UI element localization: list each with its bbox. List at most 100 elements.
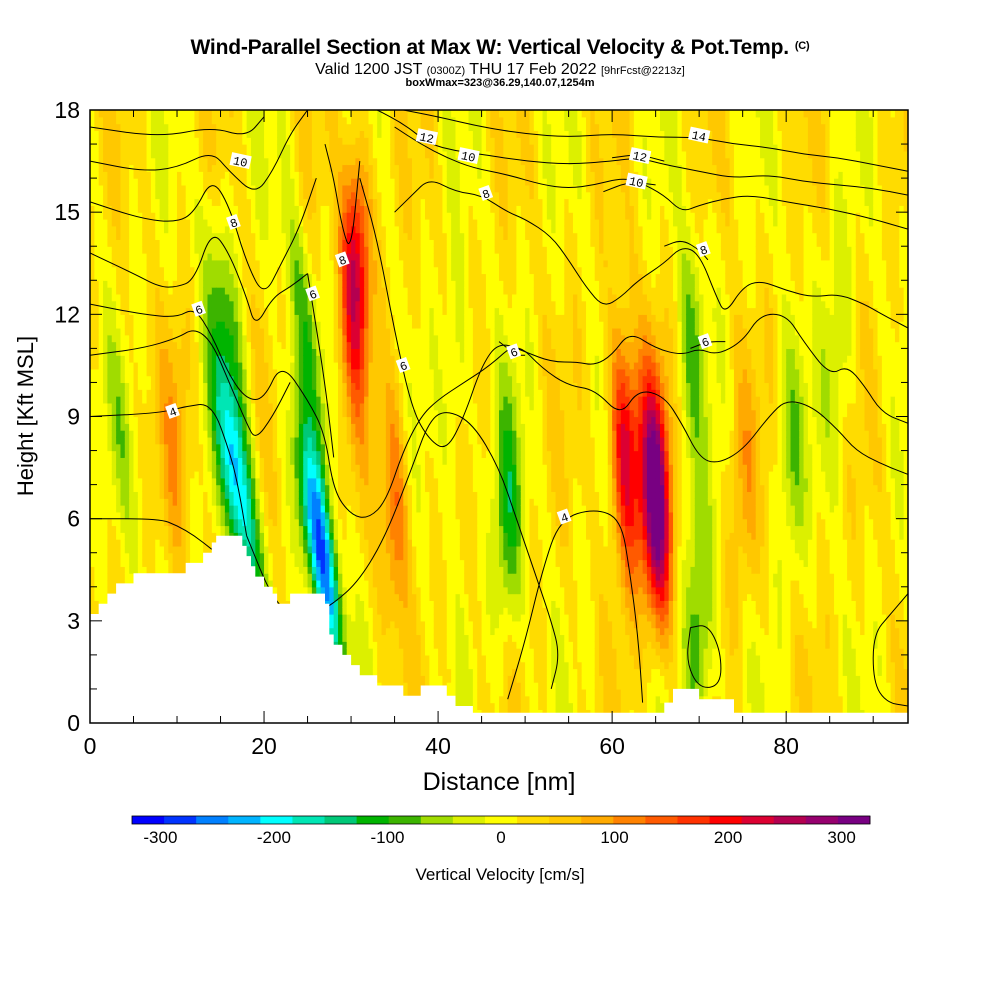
velocity-cell [264,375,269,384]
velocity-cell [303,246,309,254]
velocity-cell [255,171,261,179]
velocity-cell [303,137,309,145]
velocity-cell [281,464,287,472]
velocity-cell [120,375,126,384]
velocity-cell [146,368,152,377]
velocity-cell [163,191,169,200]
velocity-cell [150,362,156,370]
velocity-cell [220,314,226,322]
velocity-cell [237,341,243,349]
velocity-cell [120,123,126,132]
velocity-cell [90,457,95,465]
velocity-cell [290,300,296,309]
velocity-cell [285,300,291,309]
velocity-cell [307,225,313,234]
velocity-cell [103,218,108,227]
velocity-cell [116,157,122,166]
velocity-cell [120,552,126,561]
velocity-cell [272,341,278,349]
velocity-cell [316,239,322,247]
velocity-cell [290,212,296,220]
velocity-cell [146,246,152,254]
velocity-cell [185,416,191,424]
velocity-cell [194,464,200,472]
velocity-cell [142,389,148,397]
velocity-cell [277,430,283,438]
velocity-cell [116,525,122,533]
velocity-cell [311,205,317,213]
velocity-cell [246,205,252,213]
velocity-cell [207,430,213,438]
velocity-cell [285,178,291,186]
velocity-cell [211,416,217,424]
velocity-cell [324,355,330,363]
velocity-cell [129,266,135,275]
velocity-cell [129,327,135,336]
velocity-cell [155,416,161,424]
velocity-cell [168,259,174,268]
velocity-cell [129,246,135,254]
velocity-cell [159,491,165,499]
velocity-cell [298,498,304,506]
velocity-cell [246,505,252,513]
velocity-cell [198,198,204,206]
velocity-cell [285,157,291,166]
velocity-cell [137,498,143,506]
velocity-cell [237,402,243,411]
velocity-cell [94,348,100,356]
velocity-cell [181,218,187,227]
velocity-cell [298,314,304,322]
velocity-cell [272,259,278,268]
velocity-cell [272,171,278,179]
velocity-cell [268,164,274,172]
velocity-cell [229,144,235,152]
velocity-cell [111,518,117,527]
velocity-cell [316,171,322,179]
velocity-cell [272,123,278,132]
velocity-cell [246,246,252,254]
velocity-cell [146,273,152,281]
velocity-cell [150,327,156,336]
velocity-cell [177,498,182,506]
velocity-cell [229,232,235,241]
velocity-cell [220,498,226,506]
velocity-cell [150,137,156,145]
velocity-cell [124,396,130,404]
velocity-cell [155,110,161,118]
velocity-cell [277,573,283,581]
velocity-cell [90,545,95,554]
velocity-cell [163,525,169,533]
velocity-cell [207,232,213,241]
velocity-cell [255,321,261,329]
velocity-cell [224,416,230,424]
velocity-cell [90,130,95,138]
velocity-cell [107,130,113,138]
velocity-cell [268,150,274,159]
velocity-cell [316,225,322,234]
velocity-cell [194,443,200,452]
velocity-cell [159,259,165,268]
velocity-cell [281,552,287,561]
velocity-cell [320,355,326,363]
velocity-cell [255,212,261,220]
velocity-cell [129,205,135,213]
velocity-cell [320,511,326,520]
velocity-cell [150,178,156,186]
velocity-cell [242,525,248,533]
velocity-cell [277,266,283,275]
velocity-cell [320,559,326,567]
velocity-cell [129,573,135,581]
velocity-cell [168,144,174,152]
velocity-cell [255,470,261,479]
velocity-cell [185,232,191,241]
velocity-cell [250,362,256,370]
velocity-cell [116,253,122,261]
velocity-cell [111,259,117,268]
velocity-cell [150,409,156,418]
velocity-cell [272,362,278,370]
velocity-cell [124,218,130,227]
velocity-cell [311,348,317,356]
velocity-cell [303,348,309,356]
velocity-cell [316,586,322,595]
velocity-cell [194,416,200,424]
